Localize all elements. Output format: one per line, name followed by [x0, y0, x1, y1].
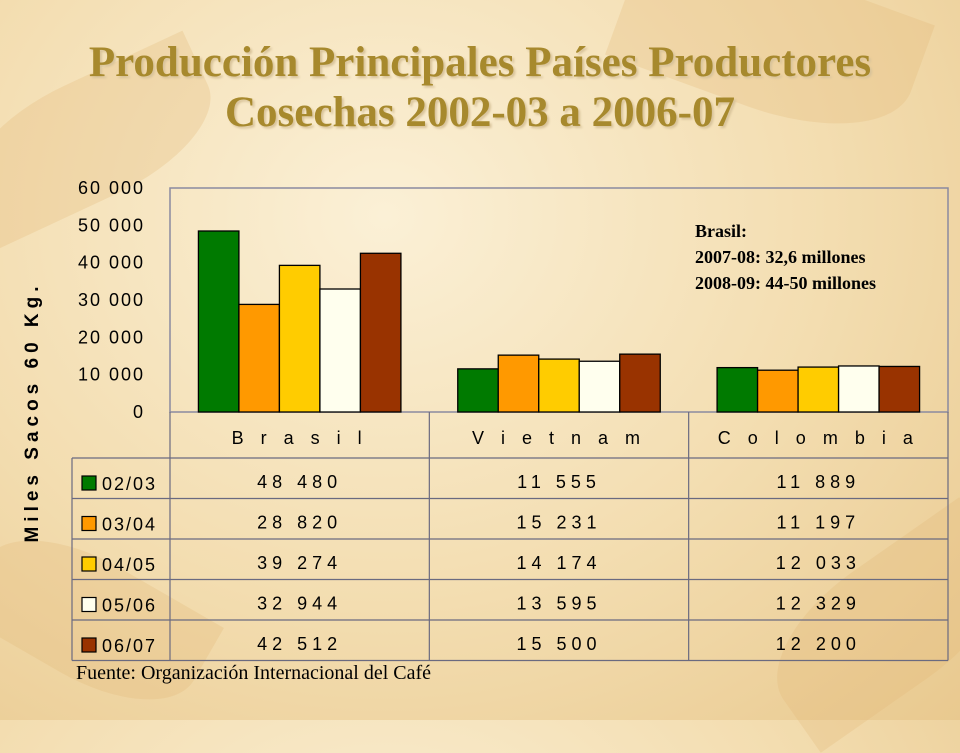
brasil-note: Brasil: 2007-08: 32,6 millones 2008-09: … [695, 218, 876, 296]
bar [457, 368, 499, 413]
note-line-1: Brasil: [695, 221, 747, 241]
bars [197, 230, 921, 413]
data-label: 48 480 [257, 472, 342, 492]
legend-swatch [81, 637, 97, 653]
y-tick-label: 30 000 [78, 290, 145, 310]
title-line-1: Producción Principales Países Productore… [88, 39, 872, 86]
bar [797, 366, 840, 413]
bar [837, 365, 880, 413]
legend-label: 02/03 [102, 474, 157, 494]
legend-label: 05/06 [102, 596, 157, 616]
y-tick-label: 40 000 [78, 253, 145, 273]
x-category-label: B r a s i l [232, 428, 368, 448]
data-label: 11 889 [776, 472, 860, 492]
data-label: 14 174 [516, 553, 601, 573]
data-label: 12 033 [776, 553, 861, 573]
data-label: 15 500 [516, 634, 601, 654]
y-tick-label: 10 000 [78, 365, 145, 385]
bar [197, 230, 240, 413]
bar-chart: 0 10 000 20 000 30 000 40 000 50 000 60 000 B … [22, 178, 949, 662]
note-line-3: 2008-09: 44-50 millones [695, 273, 876, 293]
legend-label: 06/07 [102, 636, 157, 656]
data-label: 11 555 [517, 472, 601, 492]
bar [319, 288, 362, 413]
y-tick-label: 50 000 [78, 215, 145, 235]
y-axis-label: Miles Sacos 60 Kg. [22, 281, 43, 542]
title-line-2: Cosechas 2002-03 a 2006-07 [225, 89, 735, 136]
data-label: 12 329 [776, 594, 861, 614]
bar [578, 360, 621, 413]
data-label: 39 274 [257, 553, 342, 573]
source-note: Fuente: Organización Internacional del C… [76, 662, 432, 684]
bar [716, 366, 759, 413]
bar [359, 252, 402, 413]
legend-swatch [81, 515, 97, 532]
data-label: 11 197 [776, 513, 860, 533]
legend-label: 04/05 [102, 555, 157, 575]
y-axis: 0 10 000 20 000 30 000 40 000 50 000 60 000 [78, 178, 145, 422]
data-label: 13 595 [516, 594, 601, 614]
legend-label: 03/04 [102, 515, 157, 535]
bar [878, 365, 921, 413]
legend-swatch [81, 596, 97, 613]
data-table: B r a s i l V i e t n a m C o l o m b i a 0… [71, 412, 949, 662]
bar [278, 264, 321, 413]
data-label: 32 944 [257, 594, 342, 614]
x-category-label: V i e t n a m [472, 428, 646, 448]
bar [238, 303, 281, 413]
note-line-2: 2007-08: 32,6 millones [695, 247, 866, 267]
bar [497, 354, 540, 413]
legend-swatch [81, 556, 97, 572]
x-category-label: C o l o m b i a [718, 428, 919, 448]
y-tick-label: 60 000 [78, 178, 145, 198]
slide-title: Producción Principales Países Productore… [0, 38, 960, 138]
data-label: 12 200 [776, 634, 861, 654]
bar [756, 369, 799, 413]
data-label: 42 512 [257, 634, 342, 654]
bar [538, 358, 580, 413]
data-label: 28 820 [257, 513, 342, 533]
y-tick-label: 0 [133, 402, 145, 422]
legend-swatch [81, 475, 97, 491]
y-tick-label: 20 000 [78, 327, 145, 347]
bar [619, 353, 661, 413]
data-label: 15 231 [516, 513, 601, 533]
